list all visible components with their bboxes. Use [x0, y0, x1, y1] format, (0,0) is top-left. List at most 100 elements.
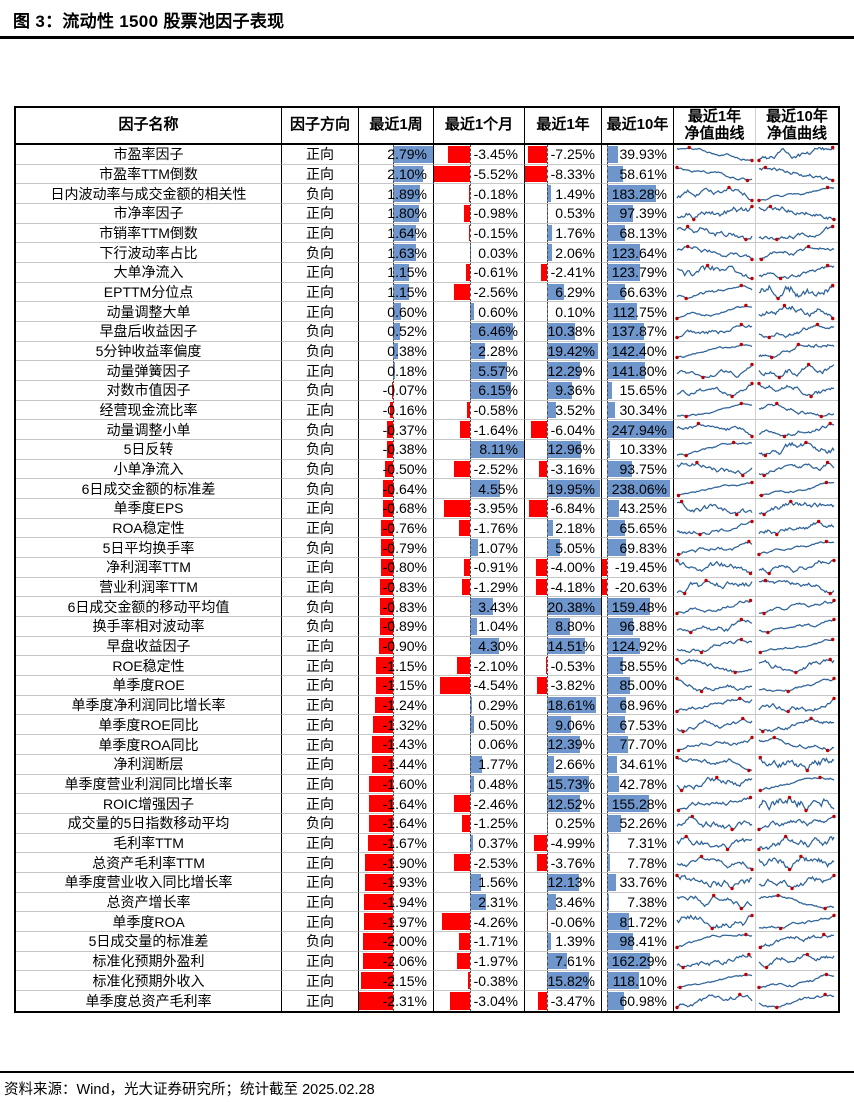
- zero-axis-line: [392, 204, 394, 223]
- table-row: 市销率TTM倒数 正向 1.64% -0.15% 1.76% 68.13%: [16, 223, 838, 244]
- factor-name-cell: 单季度ROA同比: [16, 735, 282, 755]
- factor-name: ROIC增强因子: [103, 795, 194, 812]
- factor-direction: 正向: [306, 638, 334, 655]
- value-text: -1.24%: [382, 697, 427, 714]
- zero-axis-line: [470, 617, 472, 636]
- sparkline-1y: [676, 795, 752, 812]
- high-point-marker: [674, 677, 679, 681]
- zero-axis-line: [547, 518, 549, 538]
- factor-direction: 正向: [306, 284, 334, 301]
- factor-name-cell: 5日平均换手率: [16, 538, 282, 559]
- zero-axis-line: [607, 400, 609, 420]
- high-point-marker: [743, 303, 748, 307]
- nav-curve-10y-cell: [756, 479, 838, 500]
- data-bar-positive: [547, 873, 580, 891]
- sparkline-1y: [674, 165, 752, 183]
- data-bar-positive: [607, 539, 626, 557]
- data-bar-negative: [464, 559, 471, 576]
- low-point-marker: [759, 493, 764, 497]
- value-cell-w1: -0.07%: [359, 381, 434, 401]
- high-point-marker: [831, 224, 835, 229]
- factor-name-cell: 6日成交金额的移动平均值: [16, 597, 282, 618]
- zero-axis-line: [392, 322, 394, 341]
- zero-axis-line: [392, 833, 394, 853]
- data-bar-positive: [607, 441, 611, 458]
- low-point-marker: [676, 552, 680, 556]
- value-text: 1.80%: [387, 205, 427, 222]
- low-point-marker: [775, 1005, 779, 1009]
- nav-curve-1y-cell: [674, 617, 756, 637]
- header-last-10-years: 最近10年: [602, 108, 674, 143]
- value-cell-w1: -0.80%: [359, 558, 434, 578]
- factor-name: 5日成交量的标准差: [88, 933, 209, 950]
- sparkline-10y: [758, 598, 836, 615]
- value-text: 5.57%: [478, 362, 518, 379]
- data-bar-positive: [547, 401, 557, 419]
- value-text: -2.53%: [473, 854, 518, 871]
- nav-curve-10y-cell: [756, 617, 838, 637]
- low-point-marker: [770, 355, 774, 360]
- nav-curve-1y-cell: [674, 892, 756, 913]
- sparkline-1y: [674, 598, 752, 615]
- factor-name-cell: 早盘收益因子: [16, 636, 282, 657]
- title-underline: [0, 36, 854, 39]
- high-point-marker: [758, 755, 762, 760]
- zero-axis-line: [470, 204, 472, 223]
- sparkline-1y: [674, 323, 752, 340]
- sparkline-10y: [758, 500, 835, 517]
- sparkline-10y: [758, 441, 835, 458]
- value-cell-w1: -0.64%: [359, 479, 434, 500]
- value-text: -0.91%: [473, 559, 518, 576]
- low-point-marker: [757, 985, 761, 989]
- high-point-marker: [737, 696, 741, 701]
- value-cell-w1: -1.64%: [359, 794, 434, 814]
- high-point-marker: [804, 441, 808, 445]
- value-text: -3.04%: [473, 992, 518, 1009]
- factor-direction-cell: 正向: [282, 361, 359, 382]
- table-header-row: 因子名称 因子方向 最近1周 最近1个月 最近1年 最近10年 最近1年 净值曲…: [16, 108, 838, 145]
- sparkline-10y: [758, 519, 835, 537]
- zero-axis-line: [470, 145, 472, 164]
- factor-name-cell: 日内波动率与成交金额的相关性: [16, 184, 282, 205]
- data-bar-negative: [538, 460, 548, 478]
- value-text: 30.34%: [619, 402, 667, 419]
- low-point-marker: [676, 493, 680, 497]
- value-cell-w1: -0.38%: [359, 440, 434, 460]
- value-text: -2.00%: [382, 933, 427, 950]
- factor-direction-cell: 正向: [282, 794, 359, 814]
- data-bar-positive: [547, 342, 599, 360]
- value-text: 0.50%: [478, 716, 518, 733]
- nav-curve-1y-cell: [674, 676, 756, 696]
- zero-axis-line: [547, 617, 549, 636]
- sparkline-10y: [758, 716, 835, 734]
- sparkline-1y: [674, 342, 752, 360]
- value-cell-w1: -0.83%: [359, 577, 434, 598]
- nav-curve-1y-cell: [674, 204, 756, 224]
- low-point-marker: [729, 886, 734, 891]
- value-text: -1.15%: [382, 677, 427, 694]
- table-row: 早盘后收益因子 负向 0.52% 6.46% 10.38% 137.87%: [16, 322, 838, 342]
- value-text: -0.90%: [382, 638, 427, 655]
- value-text: -3.16%: [550, 461, 595, 478]
- value-text: -0.16%: [382, 402, 427, 419]
- low-point-marker: [691, 218, 695, 222]
- high-point-marker: [679, 500, 683, 504]
- value-text: 97.39%: [619, 205, 667, 222]
- nav-curve-1y-cell: [674, 263, 756, 283]
- low-point-marker: [674, 316, 679, 320]
- factor-direction-cell: 正向: [282, 636, 359, 657]
- nav-curve-1y-cell: [674, 931, 756, 952]
- low-point-marker: [766, 631, 770, 635]
- nav-curve-1y-cell: [674, 636, 756, 657]
- value-cell-y10: 77.70%: [602, 735, 674, 755]
- data-bar-negative: [380, 559, 393, 576]
- data-bar-positive: [607, 637, 641, 655]
- zero-axis-line: [607, 204, 609, 223]
- low-point-marker: [804, 808, 808, 812]
- value-cell-y10: 97.39%: [602, 204, 674, 224]
- high-point-marker: [685, 224, 689, 229]
- value-text: 12.13%: [547, 874, 595, 891]
- zero-axis-line: [470, 518, 472, 538]
- zero-axis-line: [607, 243, 609, 263]
- factor-direction: 负向: [306, 539, 334, 556]
